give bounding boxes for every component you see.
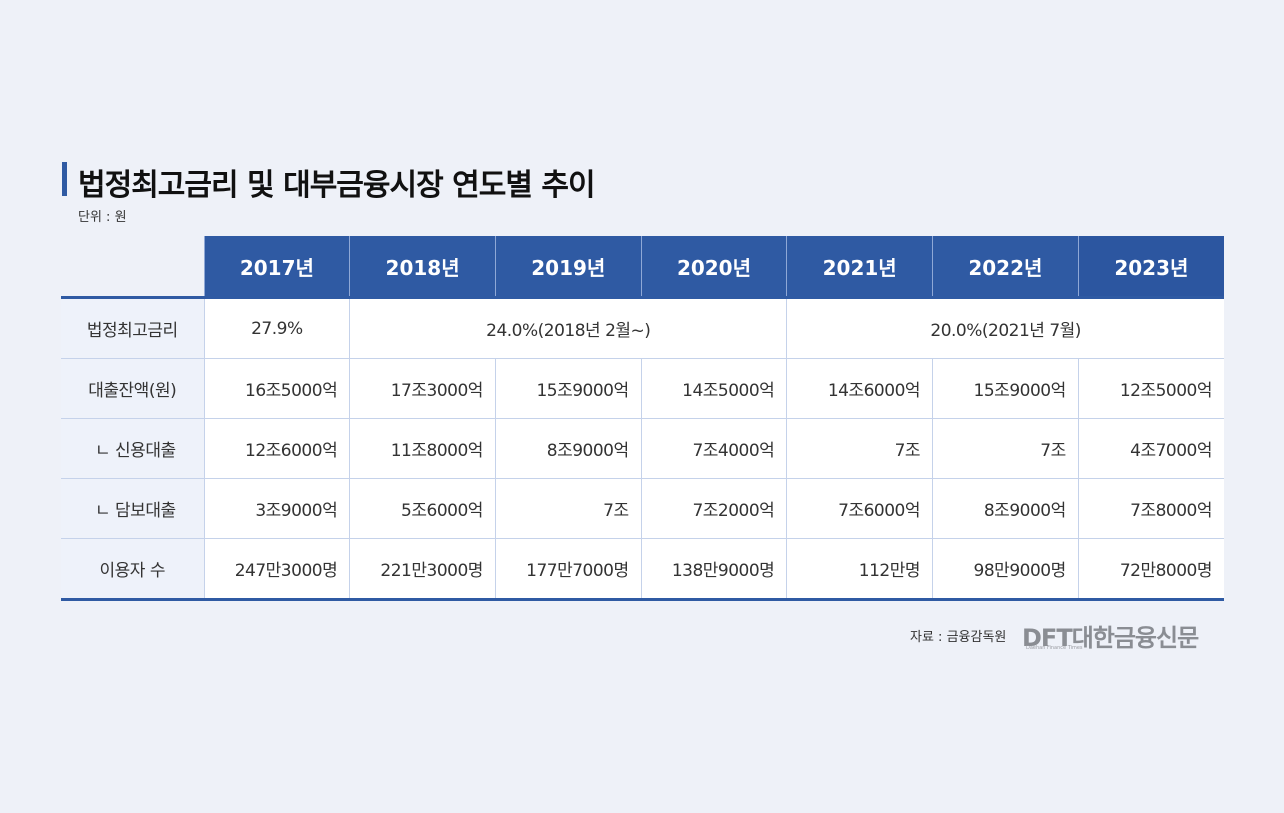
row-label: 이용자 수 — [61, 538, 205, 601]
table-cell: 4조7000억 — [1077, 418, 1224, 479]
table-cell: 98만9000명 — [932, 538, 1079, 601]
year-header: 2022년 — [932, 236, 1079, 298]
publisher-logo: DFT대한금융신문 Daehan Finance Times — [1022, 618, 1199, 652]
year-header: 2021년 — [786, 236, 933, 298]
table-cell: 15조9000억 — [494, 358, 642, 419]
data-table: 2017년 2018년 2019년 2020년 2021년 2022년 2023… — [61, 236, 1224, 601]
table-cell: 14조6000억 — [786, 358, 933, 419]
year-header: 2018년 — [349, 236, 496, 298]
logo-subtitle: Daehan Finance Times — [1026, 645, 1083, 651]
table-cell: 12조5000억 — [1077, 358, 1224, 419]
table-cell: 7조 — [494, 478, 642, 539]
table-cell: 221만3000명 — [349, 538, 496, 601]
row-label: ㄴ 신용대출 — [61, 418, 205, 479]
year-header: 2023년 — [1077, 236, 1224, 298]
table-cell: 17조3000억 — [349, 358, 496, 419]
table-cell: 5조6000억 — [349, 478, 496, 539]
title-accent-bar — [62, 162, 67, 196]
table-cell: 7조4000억 — [640, 418, 787, 479]
table-cell: 11조8000억 — [349, 418, 496, 479]
logo-wordmark: DFT대한금융신문 — [1022, 624, 1199, 652]
table-row: ㄴ 신용대출 12조6000억 11조8000억 8조9000억 7조4000억… — [61, 418, 1224, 479]
corner-cell — [61, 236, 204, 298]
table-cell: 7조 — [786, 418, 933, 479]
table-cell: 24.0%(2018년 2월~) — [349, 296, 787, 359]
table-cell: 15조9000억 — [932, 358, 1079, 419]
page-title: 법정최고금리 및 대부금융시장 연도별 추이 — [78, 168, 596, 203]
table-row: 이용자 수 247만3000명 221만3000명 177만7000명 138만… — [61, 538, 1224, 601]
row-label: ㄴ 담보대출 — [61, 478, 205, 539]
table-row: 대출잔액(원) 16조5000억 17조3000억 15조9000억 14조50… — [61, 358, 1224, 419]
table-cell: 12조6000억 — [203, 418, 350, 479]
table-cell: 112만명 — [786, 538, 933, 601]
table-cell: 7조8000억 — [1077, 478, 1224, 539]
table-row: ㄴ 담보대출 3조9000억 5조6000억 7조 7조2000억 7조6000… — [61, 478, 1224, 539]
table-cell: 7조6000억 — [786, 478, 933, 539]
table-cell: 3조9000억 — [203, 478, 350, 539]
unit-note: 단위 : 원 — [78, 210, 127, 225]
table-cell: 27.9% — [203, 296, 350, 359]
table-cell: 8조9000억 — [932, 478, 1079, 539]
row-label: 법정최고금리 — [61, 296, 205, 359]
table-cell: 8조9000억 — [494, 418, 642, 479]
source-note: 자료 : 금융감독원 — [910, 630, 1007, 645]
table-row: 법정최고금리 27.9% 24.0%(2018년 2월~) 20.0%(2021… — [61, 296, 1224, 359]
header-row: 2017년 2018년 2019년 2020년 2021년 2022년 2023… — [61, 236, 1224, 298]
year-header: 2020년 — [640, 236, 787, 298]
table-cell: 14조5000억 — [640, 358, 787, 419]
year-header: 2019년 — [494, 236, 642, 298]
table-cell: 7조 — [932, 418, 1079, 479]
year-header: 2017년 — [203, 236, 350, 298]
table-cell: 7조2000억 — [640, 478, 787, 539]
table-cell: 20.0%(2021년 7월) — [786, 296, 1224, 359]
table-cell: 72만8000명 — [1077, 538, 1224, 601]
row-label: 대출잔액(원) — [61, 358, 205, 419]
table-cell: 138만9000명 — [640, 538, 787, 601]
table-cell: 16조5000억 — [203, 358, 350, 419]
table-cell: 247만3000명 — [203, 538, 350, 601]
table-cell: 177만7000명 — [494, 538, 642, 601]
